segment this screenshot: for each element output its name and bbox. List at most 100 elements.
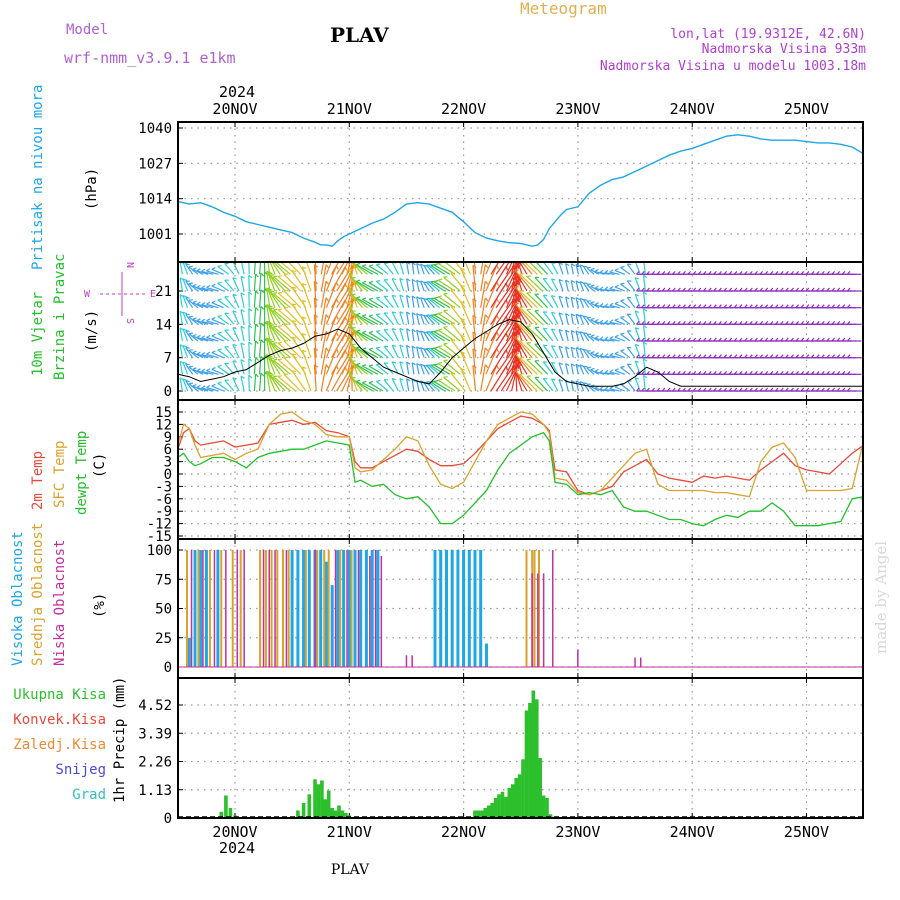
wind-barb	[259, 323, 262, 342]
low-cloud-bar	[243, 550, 245, 667]
wind-barb-head	[641, 304, 645, 309]
wind-barb-head	[713, 387, 717, 392]
wind-barb-head	[583, 315, 588, 318]
wind-barb-head	[188, 349, 193, 351]
wind-barb-head	[201, 385, 206, 389]
wind-barb	[542, 294, 554, 309]
wind-barb-head	[232, 343, 237, 347]
wind-barb	[411, 279, 415, 292]
wind-barb-head	[268, 272, 273, 275]
low-cloud-bar	[380, 555, 383, 667]
precip-bar	[316, 784, 321, 819]
wind-barb	[514, 286, 533, 309]
wind-barb-head	[255, 340, 259, 345]
wind-barb-head	[351, 248, 354, 251]
wind-barb-head	[769, 337, 774, 342]
wind-barb-head	[351, 276, 356, 279]
wind-barb-head	[196, 351, 201, 355]
wind-barb-head	[558, 262, 563, 265]
wind-barb-head	[816, 337, 820, 342]
wind-barb	[558, 346, 564, 358]
wind-barb-head	[646, 270, 650, 275]
wind-barb	[320, 364, 327, 392]
wind-barb	[460, 268, 472, 292]
wind-barb-head	[810, 304, 815, 309]
wind-barb	[362, 332, 379, 342]
wind-barb-head	[356, 279, 361, 282]
wind-barb	[542, 344, 554, 359]
wind-barb-head	[733, 387, 738, 392]
wind-barb	[192, 318, 204, 325]
wind-barb-head	[634, 293, 640, 297]
wind-barb	[179, 344, 183, 358]
wind-barb-head	[749, 320, 753, 325]
wind-barb-head	[713, 354, 717, 359]
wind-barb-head	[291, 320, 297, 322]
wind-barb-head	[821, 387, 825, 392]
wind-barb	[368, 348, 384, 359]
wind-barb	[175, 348, 177, 357]
wind-barb	[534, 377, 549, 392]
wind-barb-head	[718, 354, 722, 359]
precip-bar	[531, 690, 536, 818]
sfc-temp-line	[177, 411, 865, 498]
wind-barb-head	[443, 276, 448, 278]
wind-barb	[620, 333, 631, 342]
wind-barb-head	[565, 329, 570, 333]
wind-barb	[416, 313, 420, 325]
wind-barb-head	[406, 278, 411, 282]
high-cloud-bar	[450, 550, 454, 667]
mid-cloud-bar	[525, 550, 528, 667]
wind-barb	[399, 344, 405, 358]
wind-barb-head	[362, 280, 367, 284]
wind-barb	[643, 308, 646, 325]
wind-barb	[570, 346, 574, 358]
wind-barb-head	[512, 360, 518, 364]
wind-barb-head	[769, 354, 774, 359]
precip-bar	[500, 791, 505, 819]
wind-barb	[416, 296, 420, 308]
wind-barb	[182, 311, 189, 325]
wind-barb-head	[841, 304, 846, 309]
wind-barb-head	[643, 358, 648, 362]
wind-barb-head	[713, 304, 717, 309]
wind-barb-head	[484, 314, 489, 319]
wind-barb-head	[780, 304, 784, 309]
wind-barb-head	[687, 354, 692, 359]
precip-legend-item: Grad	[72, 787, 106, 803]
wind-barb	[526, 359, 543, 375]
wind-barb-head	[795, 270, 800, 275]
wind-barb	[331, 333, 346, 358]
wind-barb-head	[232, 277, 237, 280]
wind-barb	[425, 364, 435, 375]
wind-barb	[626, 280, 636, 292]
wind-barb	[346, 297, 355, 325]
mid-cloud-bar	[282, 550, 284, 667]
wind-barb-head	[496, 365, 500, 370]
high-cloud-bar	[319, 550, 323, 667]
wind-barb-head	[599, 369, 604, 374]
wind-barb-head	[805, 304, 810, 309]
wind-barb	[211, 268, 224, 275]
wind-barb	[182, 295, 189, 308]
precip-bar	[535, 699, 539, 819]
wind-barb-head	[368, 314, 374, 317]
wind-barb-head	[733, 337, 738, 342]
low-cloud-bar	[314, 550, 316, 667]
wind-barb-head	[599, 353, 604, 357]
wind-barb	[430, 348, 446, 359]
wind-barb-head	[583, 332, 588, 335]
wind-barb	[443, 376, 461, 392]
precip-ytick-label: 4.52	[138, 698, 172, 714]
wind-barb-head	[376, 380, 381, 382]
wind-barb-head	[438, 328, 443, 331]
low-cloud-bar	[537, 573, 539, 667]
wind-barb-head	[718, 387, 722, 392]
wind-barb-head	[356, 296, 361, 299]
wind-barb	[428, 381, 440, 392]
wind-barb	[443, 360, 461, 375]
wind-barb	[192, 385, 204, 392]
precip-bar	[548, 814, 553, 819]
wind-barb	[586, 267, 595, 275]
wind-barb	[232, 262, 240, 275]
